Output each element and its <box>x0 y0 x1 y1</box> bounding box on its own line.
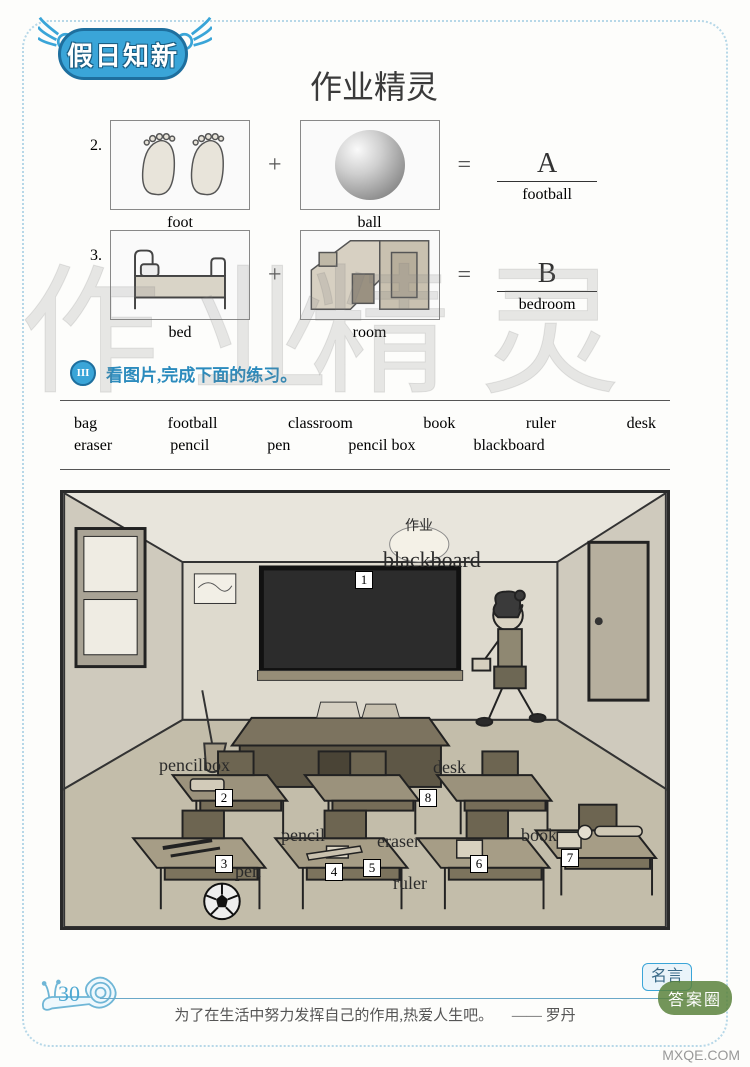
label-blackboard: blackboard <box>383 547 481 573</box>
badge-text: 假日知新 <box>67 36 179 73</box>
ball-image <box>300 120 440 210</box>
label-pen: pen <box>235 861 261 882</box>
room-label: room <box>353 324 387 342</box>
bed-image <box>110 230 250 320</box>
word: classroom <box>288 415 353 433</box>
word: book <box>423 415 455 433</box>
footer-rule <box>100 998 690 999</box>
result-label: football <box>522 186 572 204</box>
scene-number-2: 2 <box>215 789 233 807</box>
plus-sign: + <box>268 152 282 179</box>
scene-number-8: 8 <box>419 789 437 807</box>
label-eraser: eraser <box>377 831 420 852</box>
equation-row-1: 2. foot + ball = A football <box>90 120 597 232</box>
watermark-url: MXQE.COM <box>662 1047 740 1063</box>
equals-sign: = <box>458 152 472 179</box>
section-badge: III <box>70 360 96 386</box>
footer-quote-text: 为了在生活中努力发挥自己的作用,热爱人生吧。 <box>174 1008 493 1024</box>
image-cell-left: bed <box>110 230 250 342</box>
word: bag <box>74 415 97 433</box>
foot-image <box>110 120 250 210</box>
footer-quote: 为了在生活中努力发挥自己的作用,热爱人生吧。 —— 罗丹 <box>0 1004 750 1025</box>
item-number: 3. <box>90 247 102 265</box>
word: pencil box <box>348 437 415 455</box>
scene-number-4: 4 <box>325 863 343 881</box>
label-desk: desk <box>433 757 466 778</box>
image-cell-right: ball <box>300 120 440 232</box>
image-cell-left: foot <box>110 120 250 232</box>
equation-row-2: 3. bed + room = B bedroom <box>90 230 597 342</box>
word-row-2: eraser pencil pen pencil box blackboard <box>74 437 656 455</box>
answer-cell: A football <box>497 148 597 204</box>
word: blackboard <box>473 437 544 455</box>
footer-quote-author: —— 罗丹 <box>512 1008 576 1024</box>
scene-caption-bubble: 作业 <box>405 515 433 535</box>
bed-label: bed <box>168 324 191 342</box>
section-text: 看图片,完成下面的练习。 <box>106 361 297 386</box>
scene-number-3: 3 <box>215 855 233 873</box>
corner-badge: 答案圈 <box>658 981 732 1015</box>
item-number: 2. <box>90 137 102 155</box>
scene-number-5: 5 <box>363 859 381 877</box>
scene-number-6: 6 <box>470 855 488 873</box>
classroom-scene: 1 2 3 4 5 6 7 8 作业 blackboard pencilbox … <box>60 490 670 930</box>
result-label: bedroom <box>519 296 576 314</box>
label-pencil: pencil <box>281 825 325 846</box>
scene-number-7: 7 <box>561 849 579 867</box>
answer-cell: B bedroom <box>497 258 597 314</box>
section-title: III 看图片,完成下面的练习。 <box>70 360 297 386</box>
label-pencilbox: pencilbox <box>159 755 230 776</box>
label-book: book <box>521 825 557 846</box>
word: desk <box>627 415 656 433</box>
word-bank: bag football classroom book ruler desk e… <box>60 400 670 470</box>
word-row-1: bag football classroom book ruler desk <box>74 415 656 433</box>
scene-number-1: 1 <box>355 571 373 589</box>
word: football <box>168 415 218 433</box>
word: ruler <box>526 415 556 433</box>
word: pencil <box>170 437 209 455</box>
handwritten-title: 作业精灵 <box>310 62 438 108</box>
room-image <box>300 230 440 320</box>
answer-blank[interactable]: A <box>497 148 597 182</box>
plus-sign: + <box>268 262 282 289</box>
header-badge: 假日知新 <box>40 10 210 90</box>
equals-sign: = <box>458 262 472 289</box>
label-ruler: ruler <box>393 873 427 894</box>
image-cell-right: room <box>300 230 440 342</box>
word: pen <box>267 437 290 455</box>
answer-blank[interactable]: B <box>497 258 597 292</box>
word: eraser <box>74 437 112 455</box>
badge-oval: 假日知新 <box>58 28 188 80</box>
